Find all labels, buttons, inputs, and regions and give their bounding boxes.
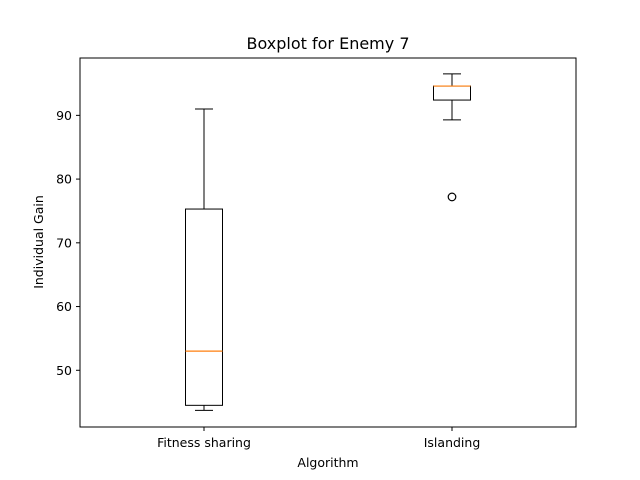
y-tick-label: 80 [56,172,72,187]
y-tick-label: 60 [56,299,72,314]
plot-area: 50 60 70 80 90 Fitness sharing Islanding [56,57,577,450]
x-tick-label: Islanding [424,435,481,450]
y-tick-label: 70 [56,235,72,250]
box-group-fitness-sharing [185,108,223,411]
y-axis-label: Individual Gain [31,195,46,289]
iqr-box [433,85,471,101]
box-group-islanding [433,73,471,202]
x-axis-label: Algorithm [297,455,358,470]
outlier-point [447,192,457,202]
y-tick-label: 90 [56,108,72,123]
axes-frame [79,57,577,428]
iqr-box [185,208,223,406]
chart-title: Boxplot for Enemy 7 [247,34,410,53]
x-tick-label: Fitness sharing [157,435,251,450]
y-tick-label: 50 [56,363,72,378]
